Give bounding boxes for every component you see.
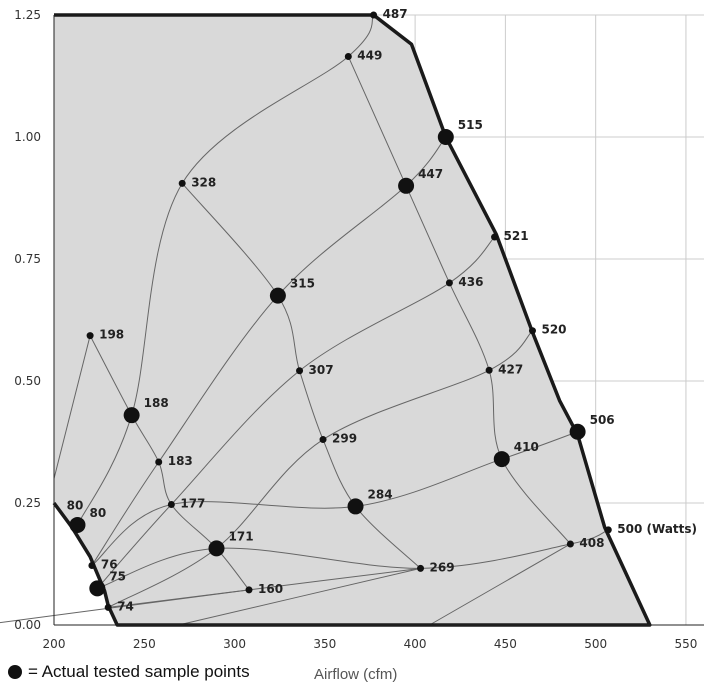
- data-point: [105, 604, 112, 611]
- data-point: [486, 367, 493, 374]
- point-label: 521: [504, 229, 529, 243]
- point-label: 80: [67, 498, 84, 512]
- data-point: [168, 501, 175, 508]
- tested-point: [570, 424, 586, 440]
- tested-point-marker-icon: [8, 665, 22, 679]
- point-label: 74: [117, 599, 134, 613]
- x-tick-label: 550: [674, 637, 697, 651]
- y-tick-label: 0.75: [14, 252, 41, 266]
- data-point: [87, 332, 94, 339]
- point-label: 80: [89, 506, 106, 520]
- point-label: 315: [290, 277, 315, 291]
- data-point: [491, 234, 498, 241]
- point-label: 408: [579, 536, 604, 550]
- point-label: 299: [332, 432, 357, 446]
- point-label: 487: [383, 7, 408, 21]
- data-point: [567, 540, 574, 547]
- tested-point: [398, 178, 414, 194]
- x-tick-label: 450: [494, 637, 517, 651]
- tested-point: [348, 498, 364, 514]
- point-label: 520: [541, 323, 566, 337]
- data-point: [605, 526, 612, 533]
- point-label: 307: [309, 363, 334, 377]
- data-point: [155, 459, 162, 466]
- data-point: [370, 12, 377, 19]
- point-label: 500 (Watts): [617, 522, 697, 536]
- point-label: 436: [458, 275, 483, 289]
- y-tick-label: 0.25: [14, 496, 41, 510]
- x-tick-label: 300: [223, 637, 246, 651]
- tested-point: [69, 517, 85, 533]
- x-tick-label: 400: [404, 637, 427, 651]
- point-label: 171: [229, 529, 254, 543]
- point-label: 177: [180, 496, 205, 510]
- point-label: 75: [109, 569, 126, 583]
- point-label: 328: [191, 175, 216, 189]
- data-point: [88, 562, 95, 569]
- data-point: [296, 367, 303, 374]
- legend: = Actual tested sample points: [8, 662, 250, 682]
- data-point: [529, 327, 536, 334]
- point-label: 284: [368, 487, 393, 501]
- tested-point: [209, 540, 225, 556]
- point-label: 188: [144, 396, 169, 410]
- tested-point: [270, 288, 286, 304]
- y-tick-label: 0.00: [14, 618, 41, 632]
- point-label: 449: [357, 48, 382, 62]
- point-label: 183: [168, 454, 193, 468]
- point-label: 427: [498, 362, 523, 376]
- tested-point: [124, 407, 140, 423]
- point-label: 515: [458, 118, 483, 132]
- x-tick-label: 500: [584, 637, 607, 651]
- legend-text: = Actual tested sample points: [28, 662, 250, 681]
- data-point: [446, 279, 453, 286]
- point-label: 160: [258, 582, 283, 596]
- point-label: 269: [430, 560, 455, 574]
- data-point: [179, 180, 186, 187]
- point-label: 410: [514, 440, 539, 454]
- x-tick-label: 250: [133, 637, 156, 651]
- data-point: [417, 565, 424, 572]
- y-tick-label: 1.25: [14, 8, 41, 22]
- x-tick-label: 200: [43, 637, 66, 651]
- x-axis-label: Airflow (cfm): [314, 666, 397, 683]
- x-tick-label: 350: [313, 637, 336, 651]
- tested-point: [89, 580, 105, 596]
- y-tick-label: 1.00: [14, 130, 41, 144]
- data-point: [246, 586, 253, 593]
- data-point: [320, 436, 327, 443]
- point-label: 198: [99, 328, 124, 342]
- tested-point: [494, 451, 510, 467]
- point-label: 447: [418, 167, 443, 181]
- y-tick-label: 0.50: [14, 374, 41, 388]
- tested-point: [438, 129, 454, 145]
- data-point: [345, 53, 352, 60]
- point-label: 506: [590, 413, 615, 427]
